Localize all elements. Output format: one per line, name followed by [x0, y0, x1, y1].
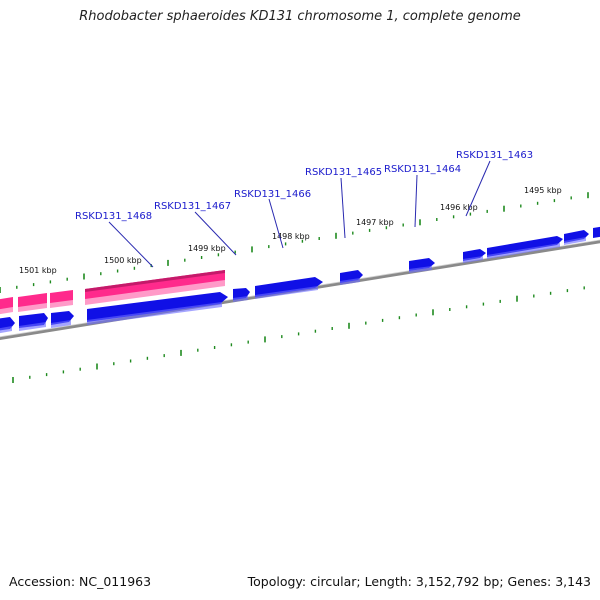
gene-leader-lines — [108, 160, 491, 268]
gene-label-rskd131-1467[interactable]: RSKD131_1467 — [154, 201, 231, 212]
outer-tick-row — [0, 192, 589, 293]
inner-tick-row — [12, 286, 585, 383]
leader-line — [108, 221, 154, 268]
scale-label-1501: 1501 kbp — [19, 266, 57, 275]
rna-feature-shadow — [0, 307, 13, 315]
gene-arrow[interactable] — [564, 230, 589, 243]
scale-label-1496: 1496 kbp — [440, 203, 478, 212]
leader-line — [194, 211, 237, 256]
gene-label-rskd131-1466[interactable]: RSKD131_1466 — [234, 189, 311, 200]
gene-arrow[interactable] — [87, 292, 228, 322]
rna-feature-shadow — [85, 280, 225, 305]
gene-label-rskd131-1465[interactable]: RSKD131_1465 — [305, 167, 382, 178]
scale-label-1500: 1500 kbp — [104, 256, 142, 265]
topology-summary-text: Topology: circular; Length: 3,152,792 bp… — [247, 574, 591, 589]
leader-line — [414, 174, 418, 228]
gene-arrow[interactable] — [593, 226, 600, 238]
leader-line — [340, 177, 346, 239]
gene-arrow[interactable] — [255, 277, 323, 297]
gene-arrow[interactable] — [487, 236, 563, 257]
gene-shading — [0, 237, 586, 334]
gene-labels: RSKD131_1463 RSKD131_1464 RSKD131_1465 R… — [75, 150, 533, 222]
gene-label-rskd131-1468[interactable]: RSKD131_1468 — [75, 211, 152, 222]
gene-label-rskd131-1463[interactable]: RSKD131_1463 — [456, 150, 533, 161]
rna-feature-top — [85, 270, 225, 292]
scale-label-1499: 1499 kbp — [188, 244, 226, 253]
leader-line — [465, 160, 491, 217]
genome-title: Rhodobacter sphaeroides KD131 chromosome… — [79, 9, 521, 24]
scale-labels: 1495 kbp 1496 kbp 1497 kbp 1498 kbp 1499… — [19, 186, 562, 275]
rna-feature-shadow — [50, 300, 73, 308]
scale-label-1495: 1495 kbp — [524, 186, 562, 195]
rna-feature-shadow — [18, 303, 47, 312]
gene-arrow[interactable] — [463, 249, 486, 261]
rna-feature-row — [0, 270, 225, 315]
gene-feature-row — [0, 226, 600, 334]
scale-label-1497: 1497 kbp — [356, 218, 394, 227]
scale-label-1498: 1498 kbp — [272, 232, 310, 241]
accession-text: Accession: NC_011963 — [9, 574, 152, 589]
gene-label-rskd131-1464[interactable]: RSKD131_1464 — [384, 164, 461, 175]
leader-line — [268, 198, 284, 249]
